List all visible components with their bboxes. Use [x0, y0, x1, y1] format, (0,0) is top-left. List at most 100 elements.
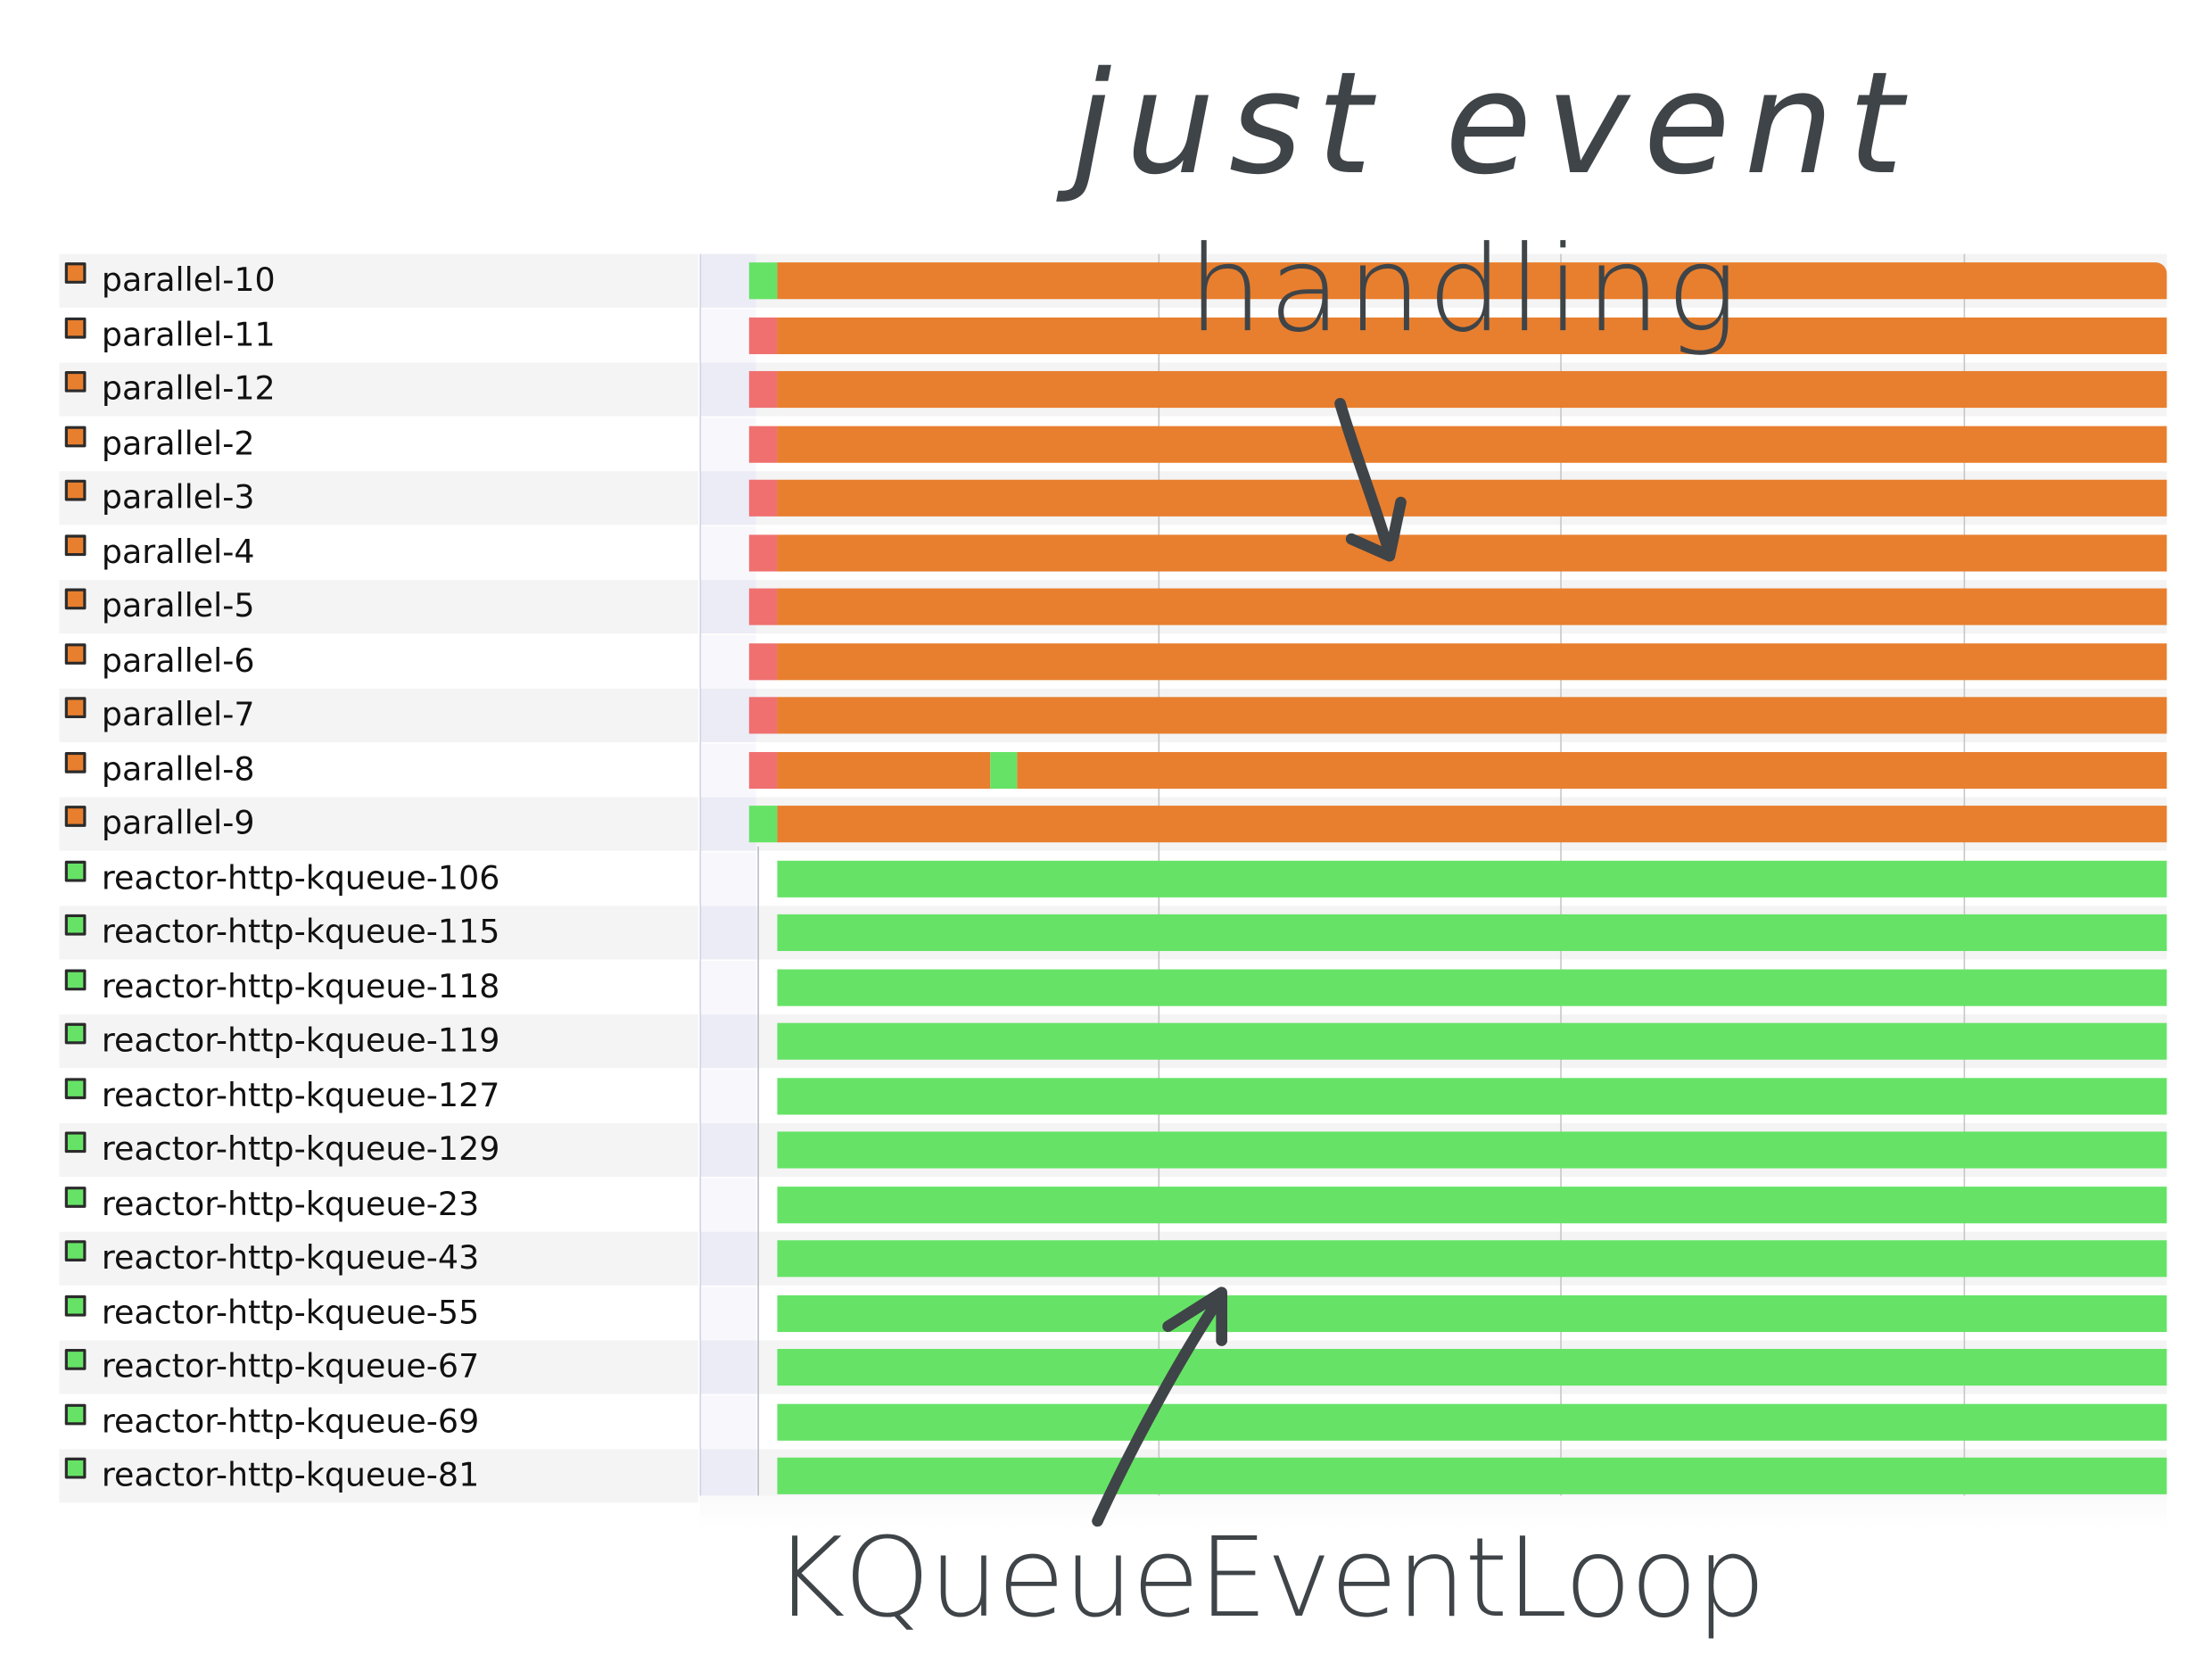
thread-row[interactable] [59, 1177, 698, 1231]
thread-state-segment[interactable] [777, 371, 2167, 409]
thread-state-segment[interactable] [748, 371, 778, 409]
thread-state-segment[interactable] [777, 1294, 2167, 1332]
thread-state-segment[interactable] [748, 642, 778, 680]
thread-state-segment[interactable] [777, 697, 2167, 734]
thread-row[interactable] [59, 797, 698, 851]
timeline-pre-column [699, 417, 756, 471]
thread-state-icon [64, 262, 87, 284]
thread-state-segment[interactable] [777, 534, 2167, 572]
thread-state-icon [64, 642, 87, 665]
timeline-pre-column [699, 308, 756, 362]
thread-state-segment[interactable] [777, 1077, 2167, 1115]
thread-state-segment[interactable] [777, 969, 2167, 1006]
thread-state-segment[interactable] [777, 860, 2167, 897]
thread-row[interactable] [59, 1286, 698, 1340]
thread-state-icon [64, 914, 87, 936]
thread-state-segment[interactable] [990, 751, 1018, 789]
annotation-top-line-2: handling [1187, 219, 1744, 359]
timeline-pre-column [699, 253, 756, 308]
thread-row[interactable] [59, 1394, 698, 1449]
thread-state-icon [64, 479, 87, 501]
thread-name: reactor-http-kqueue-67 [101, 1349, 480, 1386]
timeline-pre-column [699, 580, 756, 634]
thread-name: parallel-4 [101, 533, 255, 571]
annotation-top-line-1: just event [1072, 40, 1918, 206]
thread-row[interactable] [59, 417, 698, 471]
thread-state-segment[interactable] [777, 1458, 2167, 1495]
thread-state-segment[interactable] [748, 480, 778, 517]
thread-state-segment[interactable] [777, 588, 2167, 626]
thread-name: parallel-11 [101, 317, 276, 354]
thread-name: parallel-6 [101, 642, 255, 680]
thread-row[interactable] [59, 906, 698, 960]
thread-state-segment[interactable] [777, 317, 2167, 354]
thread-row[interactable] [59, 362, 698, 417]
thread-state-segment[interactable] [777, 1186, 2167, 1223]
timeline-pre-column [699, 633, 756, 689]
thread-row[interactable] [59, 633, 698, 689]
thread-row[interactable] [59, 1340, 698, 1394]
thread-row[interactable] [59, 580, 698, 634]
thread-name: parallel-5 [101, 588, 255, 625]
thread-state-segment[interactable] [777, 1023, 2167, 1061]
thread-row[interactable] [59, 851, 698, 906]
thread-state-segment[interactable] [748, 534, 778, 572]
thread-state-segment[interactable] [777, 914, 2167, 952]
thread-state-icon [64, 751, 87, 773]
thread-state-icon [64, 697, 87, 719]
timeline-pre-column [699, 1122, 756, 1178]
thread-state-icon [64, 968, 87, 990]
thread-row[interactable] [59, 308, 698, 362]
timeline-pre-column [699, 906, 756, 960]
thread-row[interactable] [59, 1014, 698, 1069]
thread-state-segment[interactable] [777, 262, 2167, 300]
thread-row[interactable] [59, 1069, 698, 1123]
thread-state-icon [64, 1294, 87, 1316]
timeline-pre-column [699, 525, 756, 580]
timeline-pre-column [699, 1177, 756, 1231]
timeline-pre-column [699, 471, 756, 525]
thread-row[interactable] [59, 525, 698, 580]
thread-row[interactable] [59, 1231, 698, 1286]
thread-state-segment[interactable] [777, 751, 991, 789]
timeline-pre-column [699, 1449, 756, 1503]
thread-state-segment[interactable] [777, 480, 2167, 517]
thread-state-segment[interactable] [748, 697, 778, 734]
timeline-left-border [699, 253, 702, 1496]
thread-state-segment[interactable] [777, 426, 2167, 463]
thread-state-segment[interactable] [748, 317, 778, 354]
thread-state-segment[interactable] [777, 806, 2167, 843]
thread-row[interactable] [59, 742, 698, 797]
timeline-bottom-edge [699, 1495, 2167, 1530]
thread-state-icon [64, 859, 87, 881]
thread-name: reactor-http-kqueue-118 [101, 968, 500, 1005]
thread-state-segment[interactable] [777, 1131, 2167, 1169]
thread-state-segment[interactable] [777, 1349, 2167, 1386]
thread-state-segment[interactable] [777, 1240, 2167, 1278]
thread-state-icon [64, 1186, 87, 1208]
thread-state-segment[interactable] [748, 588, 778, 626]
thread-state-segment[interactable] [1017, 751, 2167, 789]
thread-state-segment[interactable] [748, 426, 778, 463]
timeline-pre-column [699, 1286, 756, 1340]
thread-state-segment[interactable] [777, 1403, 2167, 1441]
thread-state-segment[interactable] [748, 751, 778, 789]
thread-state-segment[interactable] [748, 262, 778, 300]
thread-state-icon [64, 1022, 87, 1045]
timeline-pre-column [699, 362, 756, 417]
thread-name: reactor-http-kqueue-69 [101, 1402, 480, 1441]
thread-state-segment[interactable] [777, 642, 2167, 680]
thread-name: reactor-http-kqueue-119 [101, 1022, 500, 1060]
thread-name: reactor-http-kqueue-43 [101, 1240, 480, 1278]
thread-row[interactable] [59, 960, 698, 1014]
thread-name: reactor-http-kqueue-129 [101, 1131, 500, 1169]
thread-state-segment[interactable] [748, 806, 778, 843]
thread-row[interactable] [59, 688, 698, 742]
thread-row[interactable] [59, 471, 698, 525]
thread-name: reactor-http-kqueue-106 [101, 859, 500, 897]
thread-row[interactable] [59, 1449, 698, 1503]
thread-state-icon [64, 1349, 87, 1370]
thread-row[interactable] [59, 1122, 698, 1178]
thread-row[interactable] [59, 253, 698, 308]
